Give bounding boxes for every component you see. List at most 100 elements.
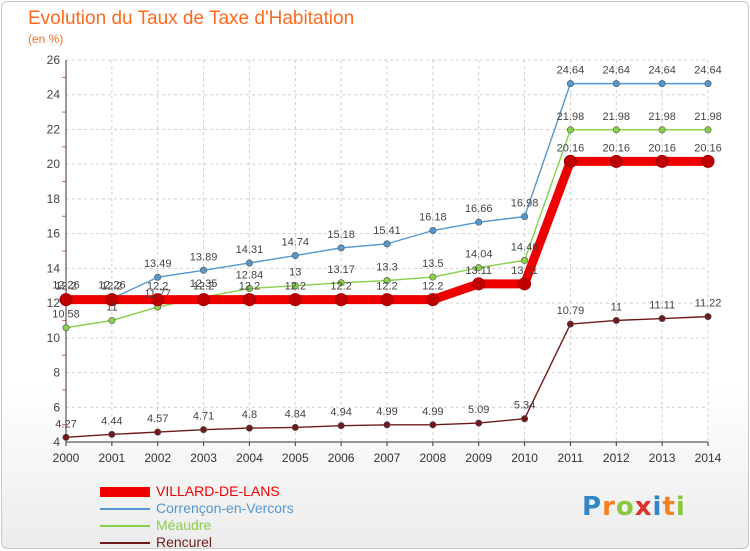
x-tick-label: 2000: [53, 451, 80, 465]
data-point: [612, 126, 620, 134]
data-label: 21.98: [694, 111, 722, 123]
data-point: [291, 423, 299, 431]
logo-letter: t: [662, 492, 676, 522]
x-tick-label: 2006: [328, 451, 355, 465]
logo-letter: x: [634, 492, 653, 522]
data-point: [521, 415, 529, 423]
data-point: [475, 419, 483, 427]
data-point: [62, 324, 70, 332]
data-point: [612, 80, 620, 88]
data-point: [59, 293, 73, 307]
y-tick-label: 18: [47, 192, 61, 206]
proxiti-logo: Proxiti: [582, 492, 686, 522]
data-point: [426, 293, 440, 307]
data-point: [655, 154, 669, 168]
data-label: 14.04: [465, 249, 493, 261]
data-point: [337, 244, 345, 252]
data-point: [472, 277, 486, 291]
data-label: 24.64: [603, 65, 631, 77]
data-point: [245, 285, 253, 293]
legend-item: Rencurel: [100, 534, 340, 551]
data-point: [105, 293, 119, 307]
y-tick-label: 8: [53, 366, 60, 380]
logo-letter: i: [675, 492, 686, 522]
data-label: 4.44: [101, 415, 122, 427]
data-label: 4.84: [285, 408, 306, 420]
data-label: 15.41: [373, 225, 401, 237]
data-label: 16.98: [511, 198, 539, 210]
data-label: 4.99: [422, 406, 443, 418]
legend-swatch: [100, 525, 150, 527]
legend-label: Corrençon-en-Vercors: [156, 500, 294, 516]
y-tick-label: 4: [53, 435, 60, 449]
data-label: 14.31: [236, 244, 264, 256]
data-label: 5.34: [514, 400, 535, 412]
x-tick-label: 2001: [99, 451, 126, 465]
y-tick-label: 24: [47, 88, 61, 102]
data-label: 13.11: [465, 265, 492, 277]
x-tick-label: 2010: [511, 451, 538, 465]
data-point: [200, 426, 208, 434]
data-point: [704, 80, 712, 88]
data-point: [62, 433, 70, 441]
data-point: [337, 422, 345, 430]
data-point: [518, 277, 532, 291]
data-label: 12.26: [52, 280, 80, 292]
x-tick-label: 2014: [695, 451, 722, 465]
data-label: 12.35: [190, 278, 218, 290]
y-tick-label: 6: [53, 400, 60, 414]
data-label: 11.22: [695, 298, 722, 310]
legend-swatch: [100, 542, 150, 544]
x-tick-label: 2002: [144, 451, 171, 465]
data-point: [334, 293, 348, 307]
data-label: 4.99: [376, 406, 397, 418]
data-label: 13: [289, 267, 301, 279]
legend-item: VILLARD-DE-LANS: [100, 483, 340, 500]
data-point: [429, 227, 437, 235]
data-label: 13.11: [511, 265, 538, 277]
data-label: 13.89: [190, 251, 218, 263]
data-point: [429, 421, 437, 429]
data-label: 11.77: [144, 288, 171, 300]
data-label: 21.98: [557, 111, 585, 123]
data-label: 10.58: [52, 309, 80, 321]
y-tick-label: 12: [47, 296, 61, 310]
data-point: [429, 273, 437, 281]
data-point: [154, 428, 162, 436]
data-label: 12.2: [285, 281, 306, 293]
data-point: [200, 266, 208, 274]
data-label: 20.16: [648, 142, 676, 154]
data-label: 12.84: [236, 270, 264, 282]
data-point: [245, 424, 253, 432]
data-point: [242, 293, 256, 307]
y-tick-label: 20: [47, 157, 61, 171]
x-tick-label: 2003: [190, 451, 217, 465]
data-label: 16.18: [419, 212, 447, 224]
data-point: [337, 279, 345, 287]
data-label: 11.11: [649, 300, 675, 312]
data-label: 15.18: [327, 229, 355, 241]
data-label: 12.26: [98, 280, 126, 292]
data-point: [658, 126, 666, 134]
data-point: [475, 218, 483, 226]
data-label: 13.49: [144, 258, 172, 270]
data-label: 4.71: [193, 411, 214, 423]
legend-label: Méaudre: [156, 517, 212, 533]
legend-swatch: [100, 508, 150, 510]
x-tick-label: 2011: [558, 451, 584, 465]
data-label: 20.16: [557, 142, 585, 154]
logo-letter: o: [615, 492, 635, 522]
legend-item: Méaudre: [100, 517, 340, 534]
data-label: 12.2: [376, 281, 397, 293]
data-point: [108, 430, 116, 438]
data-point: [566, 320, 574, 328]
data-point: [154, 273, 162, 281]
y-tick-label: 14: [47, 261, 61, 275]
legend-label: Rencurel: [156, 534, 213, 550]
data-point: [609, 154, 623, 168]
data-point: [521, 213, 529, 221]
data-point: [288, 293, 302, 307]
data-label: 13.17: [327, 264, 355, 276]
logo-letter: i: [652, 492, 663, 522]
data-label: 12.2: [330, 281, 351, 293]
